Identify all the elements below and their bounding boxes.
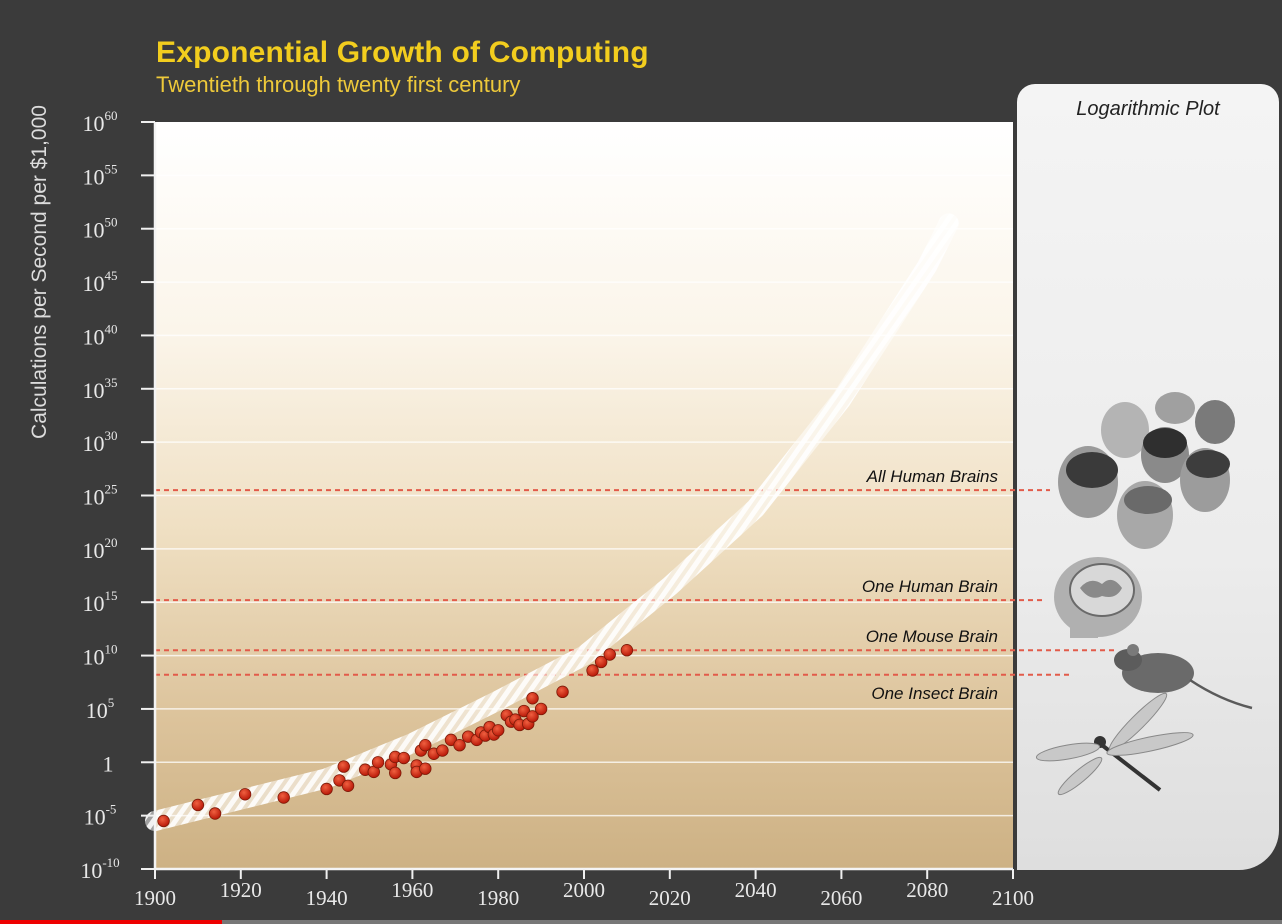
chart-subtitle: Twentieth through twenty first century (156, 72, 521, 97)
x-tick-label: 1900 (134, 886, 176, 910)
y-tick-label: 1040 (83, 321, 118, 349)
y-tick-label: 1055 (83, 161, 118, 189)
y-tick-label: 10-10 (80, 855, 119, 883)
data-point (419, 739, 432, 752)
data-point (341, 779, 355, 792)
side-panel-label: Logarithmic Plot (1076, 98, 1220, 120)
y-tick-label: 1020 (83, 535, 118, 563)
grid-layer (155, 174, 1013, 817)
y-tick-label: 1045 (83, 268, 118, 296)
x-tick-label: 2060 (820, 886, 862, 910)
mouse-icon (1114, 644, 1253, 710)
threshold-label: All Human Brains (866, 467, 999, 486)
chart-title: Exponential Growth of Computing (156, 36, 649, 69)
y-tick-label: 1060 (83, 108, 118, 136)
threshold-layer: All Human Brains One Human Brain One Mouse… (155, 467, 1118, 703)
x-tick-label: 2000 (563, 878, 605, 902)
progress-bar-played[interactable] (0, 920, 222, 924)
data-point (238, 788, 252, 801)
data-point (337, 760, 350, 773)
threshold-label: One Human Brain (862, 577, 998, 596)
threshold-label: One Insect Brain (871, 684, 998, 703)
dragonfly-icon (1035, 692, 1194, 796)
threshold-label: One Mouse Brain (866, 627, 998, 646)
brain-head-icon (1054, 557, 1142, 638)
data-point (419, 762, 432, 775)
data-point (277, 791, 290, 804)
trend-band (145, 213, 959, 831)
data-point (492, 724, 505, 737)
y-tick-label: 1035 (83, 375, 118, 403)
x-tick-label: 1960 (391, 878, 433, 902)
data-point (620, 644, 634, 657)
x-tick-label: 2020 (649, 886, 691, 910)
data-point (526, 710, 539, 723)
data-point (208, 807, 222, 820)
data-point (603, 648, 616, 661)
progress-bar-remaining[interactable] (222, 920, 1282, 924)
data-point (397, 751, 411, 765)
data-point (157, 814, 170, 828)
data-point (556, 685, 569, 699)
y-tick-label: 1 (103, 751, 114, 776)
y-tick-label: 1050 (83, 215, 118, 243)
data-point (534, 702, 548, 716)
y-tick-label: 1015 (83, 588, 118, 616)
axis-layer: 10-10 10-5 1 105 1010 1015 1020 1025 1030 1035 104… (80, 108, 1034, 910)
x-tick-label: 1940 (306, 886, 348, 910)
y-tick-label: 1030 (83, 428, 118, 456)
x-tick-label: 1980 (477, 886, 519, 910)
data-point (586, 664, 599, 677)
x-tick-label: 2100 (992, 886, 1034, 910)
data-point (436, 744, 449, 757)
y-tick-label: 10-5 (84, 802, 117, 830)
y-tick-label: 1025 (83, 482, 118, 510)
human-faces-icon (1058, 392, 1235, 549)
data-point (526, 692, 539, 705)
data-point (389, 766, 402, 780)
trend-band-layer (145, 213, 959, 831)
data-point (371, 756, 385, 769)
data-point (191, 798, 205, 812)
data-point (594, 655, 608, 669)
data-point (453, 739, 466, 752)
x-tick-label: 1920 (220, 878, 262, 902)
x-tick-label: 2040 (735, 878, 777, 902)
x-tick-label: 2080 (906, 878, 948, 902)
y-tick-label: 1010 (83, 642, 118, 670)
y-tick-label: 105 (86, 695, 115, 723)
points-layer (157, 644, 634, 828)
data-point (320, 782, 333, 796)
